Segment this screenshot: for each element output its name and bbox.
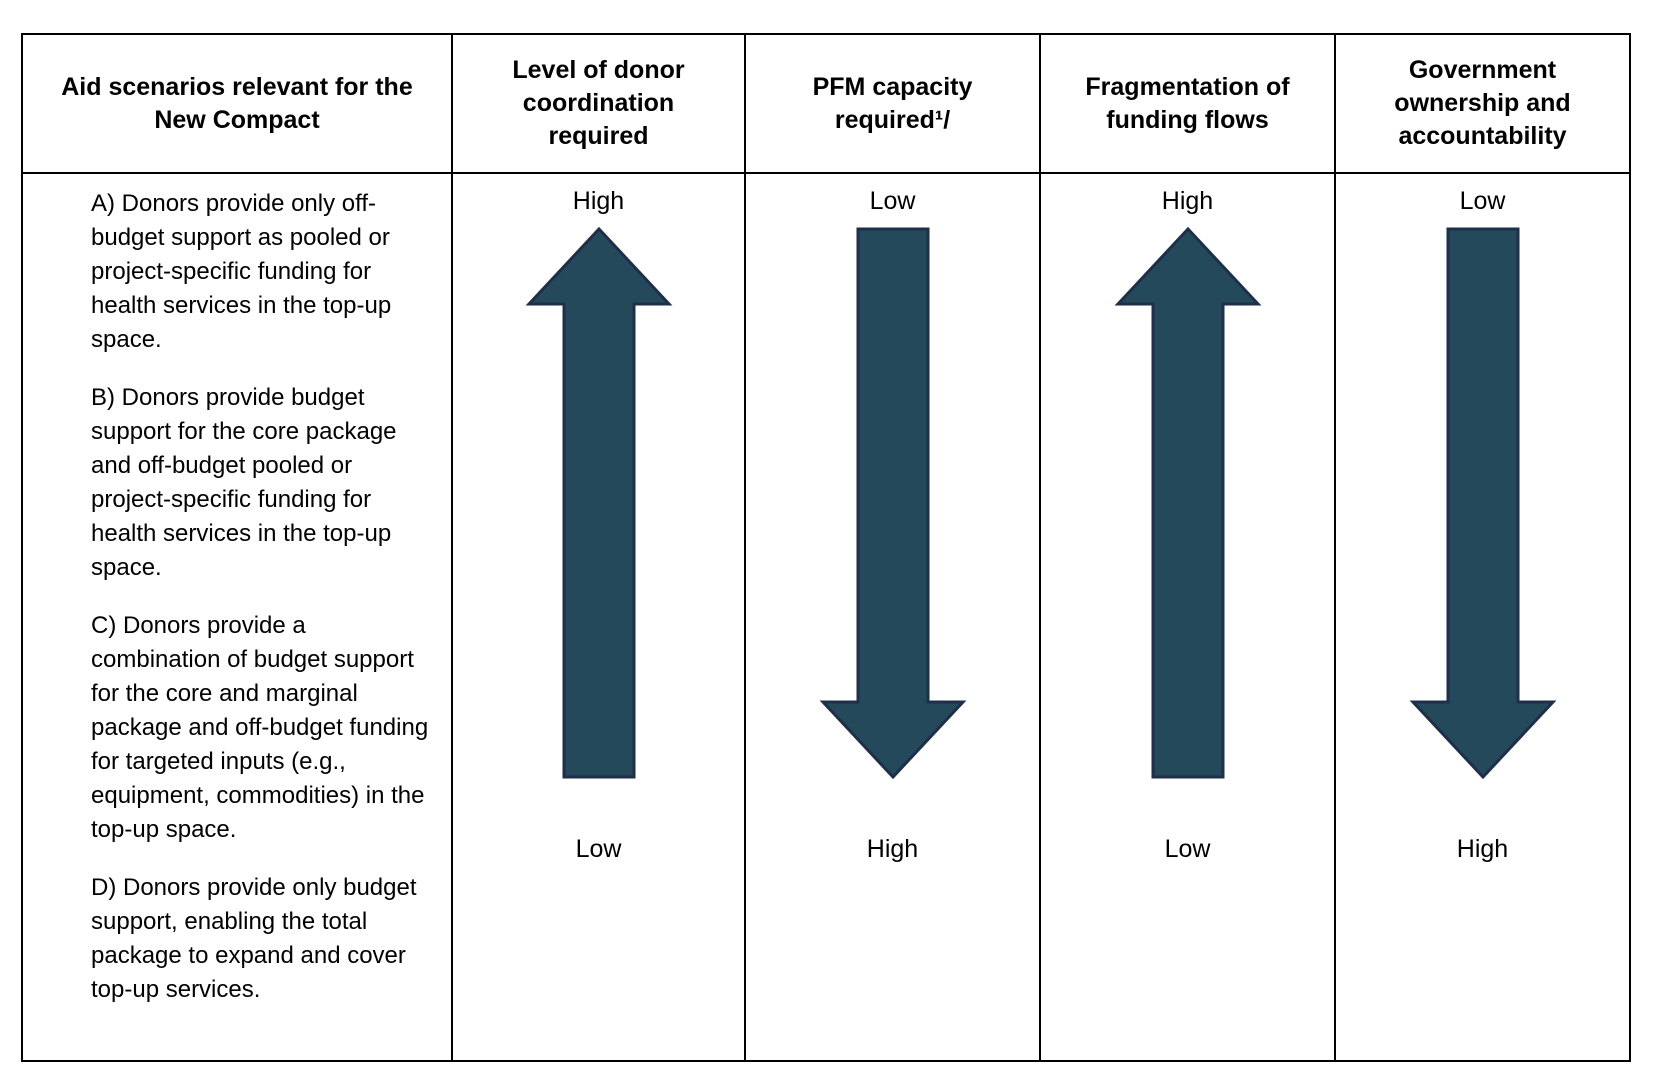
pfm-capacity-bottom-label: High: [866, 835, 919, 863]
col-header-government-ownership-label: Government ownership and accountability: [1394, 56, 1571, 150]
donor-coordination-cell: High Low: [453, 174, 746, 1060]
col-header-aid-scenarios: Aid scenarios relevant for the New Compa…: [23, 35, 453, 172]
fragmentation-bottom-label: Low: [1164, 835, 1211, 863]
government-ownership-cell: Low High: [1336, 174, 1629, 1060]
donor-coordination-bottom-label: Low: [575, 835, 622, 863]
table-body-row: A) Donors provide only off-budget suppor…: [23, 174, 1629, 1060]
col-header-donor-coordination-label: Level of donor coordination required: [512, 56, 685, 150]
down-arrow: [819, 227, 966, 779]
up-arrow: [1114, 227, 1261, 779]
col-header-donor-coordination: Level of donor coordination required: [453, 35, 746, 172]
scenarios-cell: A) Donors provide only off-budget suppor…: [23, 174, 453, 1060]
up-arrow: [525, 227, 672, 779]
down-arrow: [1409, 227, 1556, 779]
col-header-government-ownership: Government ownership and accountability: [1336, 35, 1629, 172]
col-header-pfm-capacity-label: PFM capacity required¹/: [812, 72, 973, 134]
col-header-pfm-capacity: PFM capacity required¹/: [746, 35, 1041, 172]
scenario-b-text: B) Donors provide budget support for the…: [91, 384, 397, 581]
pfm-capacity-cell: Low High: [746, 174, 1041, 1060]
government-ownership-top-label: Low: [1459, 187, 1506, 215]
col-header-aid-scenarios-label: Aid scenarios relevant for the New Compa…: [61, 72, 413, 134]
table-header-row: Aid scenarios relevant for the New Compa…: [23, 35, 1629, 174]
fragmentation-top-label: High: [1161, 187, 1214, 215]
fragmentation-cell: High Low: [1041, 174, 1336, 1060]
col-header-fragmentation-label: Fragmentation of funding flows: [1085, 72, 1290, 134]
scenario-d-text: D) Donors provide only budget support, e…: [91, 874, 417, 1003]
government-ownership-bottom-label: High: [1456, 835, 1509, 863]
aid-scenarios-table: Aid scenarios relevant for the New Compa…: [21, 33, 1631, 1062]
pfm-capacity-top-label: Low: [869, 187, 916, 215]
scenario-c-text: C) Donors provide a combination of budge…: [91, 612, 429, 843]
scenario-a-text: A) Donors provide only off-budget suppor…: [91, 190, 392, 353]
col-header-fragmentation: Fragmentation of funding flows: [1041, 35, 1336, 172]
donor-coordination-top-label: High: [572, 187, 625, 215]
